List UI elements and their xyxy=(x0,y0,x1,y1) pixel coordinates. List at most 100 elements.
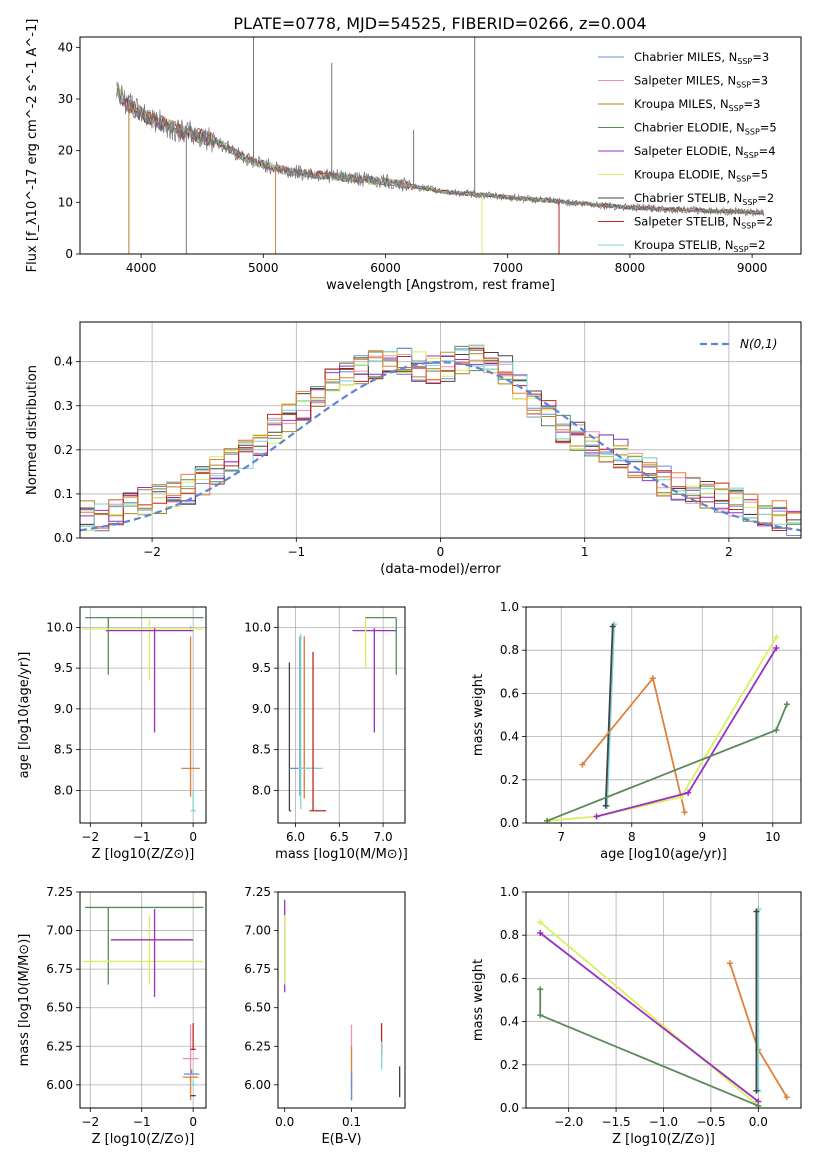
error-bar-point xyxy=(182,1076,199,1101)
y-tick-label: 9.0 xyxy=(54,702,73,716)
axes-frame xyxy=(79,321,802,539)
series-marker xyxy=(537,930,544,937)
legend-entry-label: Chabrier ELODIE, NSSP=5 xyxy=(634,121,777,137)
x-tick-label: 1 xyxy=(581,545,589,559)
x-tick-label: 0 xyxy=(437,545,445,559)
mass-vs-z-chart: −2 −1 0 6.00 6.25 6.50 6.75 7.00 7.25 Z [log10(Z/… xyxy=(17,885,207,1147)
x-tick-label: −2 xyxy=(143,545,161,559)
series-marker xyxy=(579,761,586,768)
y-tick-label: 20 xyxy=(58,144,73,158)
legend-entry-label: Salpeter STELIB, NSSP=2 xyxy=(634,215,773,231)
spectrum-legend: Chabrier MILES, NSSP=3 Salpeter MILES, NS… xyxy=(598,50,777,254)
y-tick-label: 7.25 xyxy=(244,885,271,899)
series-marker xyxy=(685,789,692,796)
axes-frame xyxy=(277,606,406,824)
y-tick-label: 40 xyxy=(58,40,73,54)
age-vs-mass-chart: 6.0 6.5 7.0 8.0 8.5 9.0 9.5 10.0 mass [log10(M/M… xyxy=(244,606,408,862)
axes-frame xyxy=(79,606,207,824)
legend-entry-label: Kroupa STELIB, NSSP=2 xyxy=(634,238,765,254)
x-tick-label: −1 xyxy=(287,545,305,559)
y-tick-label: 8.5 xyxy=(54,743,73,757)
y-tick-label: 0.2 xyxy=(54,443,73,457)
y-tick-label: 6.50 xyxy=(46,1001,73,1015)
error-bar-point xyxy=(190,1023,196,1051)
age-vs-z-plot-area xyxy=(82,616,204,812)
error-bar-point xyxy=(364,616,379,669)
y-axis-label: age [log10(age/yr)] xyxy=(17,652,32,779)
x-tick-label: 0 xyxy=(189,830,197,844)
x-axis-label: mass [log10(M/M⊙)] xyxy=(275,847,408,862)
mass-weight-vs-z-chart: −2.0 −1.5 −1.0 −0.5 0.0 0.0 0.2 0.4 0.6 0.8 1.0 Z [… xyxy=(471,885,802,1147)
error-bar-point xyxy=(181,636,200,797)
series-marker xyxy=(726,960,733,967)
y-tick-label: 0.2 xyxy=(500,1058,519,1072)
residuals-legend: N(0,1) xyxy=(700,337,777,351)
series-marker xyxy=(773,645,780,652)
error-bar-point xyxy=(85,906,204,985)
x-tick-label: −2 xyxy=(81,1115,99,1129)
x-tick-label: 8 xyxy=(628,830,636,844)
x-tick-label: 0.1 xyxy=(342,1115,361,1129)
x-tick-label: 8000 xyxy=(615,261,646,275)
error-bar-point xyxy=(85,616,204,675)
series-marker xyxy=(753,908,760,915)
y-tick-label: 10.0 xyxy=(244,620,271,634)
y-tick-label: 0.0 xyxy=(54,531,73,545)
x-tick-label: −1 xyxy=(133,830,151,844)
x-tick-label: −1.5 xyxy=(602,1115,631,1129)
series-line xyxy=(581,676,686,813)
y-axis-label: mass weight xyxy=(471,959,486,1041)
mass-weight-vs-z-plot-area xyxy=(537,906,790,1108)
x-tick-label: 0.0 xyxy=(275,1115,294,1129)
x-tick-label: −2.0 xyxy=(554,1115,583,1129)
y-tick-label: 0 xyxy=(65,247,73,261)
mass-vs-ebv-chart: 0.0 0.1 6.00 6.25 6.50 6.75 7.00 7.25 E(B-V) xyxy=(244,885,406,1147)
x-tick-label: 2 xyxy=(725,545,733,559)
x-tick-label: −2 xyxy=(81,830,99,844)
legend-entry-label: Chabrier STELIB, NSSP=2 xyxy=(634,191,774,207)
error-bar-point xyxy=(190,790,196,812)
series-marker xyxy=(537,919,544,926)
y-tick-label: 0.1 xyxy=(54,487,73,501)
figure-title: PLATE=0778, MJD=54525, FIBERID=0266, z=0… xyxy=(233,14,646,33)
y-tick-label: 10.0 xyxy=(46,620,73,634)
error-bar-point xyxy=(82,619,204,680)
y-tick-label: 0.4 xyxy=(500,1015,519,1029)
y-tick-label: 0.4 xyxy=(54,355,73,369)
y-tick-label: 0.3 xyxy=(54,399,73,413)
x-tick-label: 7 xyxy=(557,830,565,844)
y-tick-label: 0.4 xyxy=(500,730,519,744)
series-marker xyxy=(773,727,780,734)
y-tick-label: 6.75 xyxy=(46,962,73,976)
spectrum-plot-area xyxy=(116,37,765,254)
x-tick-label: 6.0 xyxy=(286,830,305,844)
x-tick-label: 4000 xyxy=(126,261,157,275)
error-bar-point xyxy=(303,636,307,799)
x-tick-label: 6.5 xyxy=(330,830,349,844)
x-tick-label: −1.0 xyxy=(649,1115,678,1129)
x-tick-label: −0.5 xyxy=(696,1115,725,1129)
error-bar-point xyxy=(110,908,194,997)
axes-frame xyxy=(79,36,802,255)
spectrum-chart: 4000 5000 6000 7000 8000 9000 0 10 20 30 40 wavelen… xyxy=(25,19,802,293)
legend-entry-label: N(0,1) xyxy=(740,337,777,351)
series-marker xyxy=(649,675,656,682)
y-tick-label: 7.25 xyxy=(46,885,73,899)
y-tick-label: 9.5 xyxy=(252,661,271,675)
x-tick-label: 6000 xyxy=(370,261,401,275)
y-tick-label: 6.00 xyxy=(244,1078,271,1092)
mass-weight-vs-age-plot-area xyxy=(544,621,790,823)
error-bar-point xyxy=(82,915,204,985)
x-tick-label: 9000 xyxy=(737,261,768,275)
legend-entry-label: Chabrier MILES, NSSP=3 xyxy=(634,50,769,66)
x-axis-label: wavelength [Angstrom, rest frame] xyxy=(326,278,555,293)
y-tick-label: 6.50 xyxy=(244,1001,271,1015)
y-tick-label: 9.0 xyxy=(252,702,271,716)
error-bar-point xyxy=(183,1069,200,1075)
y-tick-label: 8.5 xyxy=(252,743,271,757)
axes-frame xyxy=(525,891,802,1109)
y-tick-label: 6.75 xyxy=(244,962,271,976)
series-marker xyxy=(753,1087,760,1094)
x-axis-label: age [log10(age/yr)] xyxy=(600,847,727,862)
error-bar-point xyxy=(105,628,194,733)
